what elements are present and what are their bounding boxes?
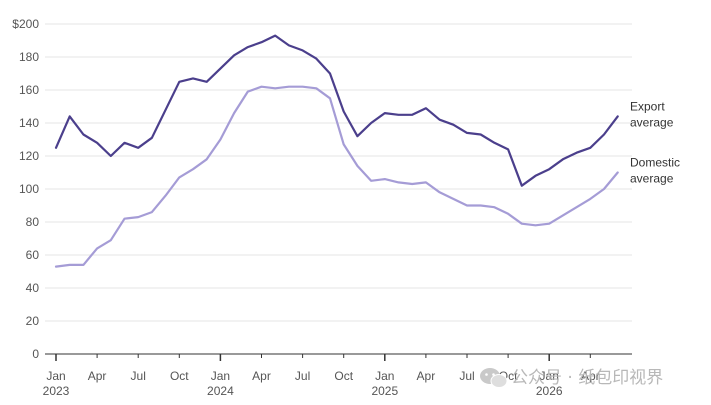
watermark-text: 公众号 · 纸包印视界: [511, 368, 663, 388]
wechat-icon: [480, 368, 508, 388]
series-label-line: Domestic: [630, 156, 680, 170]
x-tick-label: Jul: [131, 369, 146, 383]
x-tick-label: Jan: [211, 369, 230, 383]
x-tick-year-label: 2026: [536, 384, 563, 398]
x-tick-label: Jan: [540, 369, 559, 383]
y-tick-label: 20: [26, 314, 40, 328]
x-tick-year-label: 2025: [371, 384, 398, 398]
series-line-export-average: [54, 34, 619, 187]
x-tick-label: Jul: [295, 369, 310, 383]
y-tick-label: 80: [26, 215, 40, 229]
y-tick-label: 140: [19, 116, 39, 130]
y-tick-label: 0: [32, 347, 39, 361]
y-tick-label: $200: [12, 17, 39, 31]
y-tick-label: 120: [19, 149, 39, 163]
x-tick-label: Jan: [375, 369, 394, 383]
series-line-domestic-average: [54, 85, 619, 268]
series-label-domestic-average: Domestic average: [630, 156, 680, 186]
y-tick-label: 160: [19, 83, 39, 97]
x-tick-label: Apr: [417, 369, 436, 383]
series-label-line: Export: [630, 99, 665, 113]
gridlines: [45, 23, 632, 322]
x-tick-label: Jan: [46, 369, 65, 383]
x-tick-label: Apr: [88, 369, 107, 383]
series-labels: Export average Domestic average: [630, 99, 680, 185]
x-tick-label: Oct: [170, 369, 189, 383]
x-tick-year-label: 2024: [207, 384, 234, 398]
x-tick-label: Jul: [459, 369, 474, 383]
y-tick-label: 180: [19, 50, 39, 64]
x-tick-year-label: 2023: [43, 384, 70, 398]
y-tick-label: 60: [26, 248, 40, 262]
y-tick-label: 40: [26, 281, 40, 295]
series-label-line: average: [630, 172, 674, 186]
series-label-line: average: [630, 115, 674, 129]
series-lines: [54, 34, 619, 268]
x-tick-label: Apr: [581, 369, 600, 383]
y-tick-label: 100: [19, 182, 39, 196]
series-label-export-average: Export average: [630, 99, 674, 129]
watermark: 公众号 · 纸包印视界: [480, 368, 663, 388]
x-tick-label: Oct: [334, 369, 353, 383]
x-tick-label: Apr: [252, 369, 271, 383]
